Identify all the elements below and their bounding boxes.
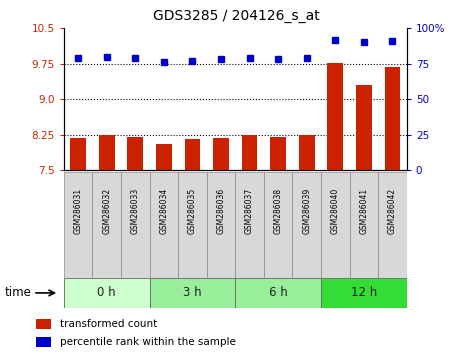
Bar <box>321 278 407 308</box>
Bar <box>70 138 86 170</box>
Text: percentile rank within the sample: percentile rank within the sample <box>60 337 236 347</box>
Bar <box>36 337 51 347</box>
Bar <box>64 278 149 308</box>
Bar <box>99 135 114 170</box>
Bar <box>178 172 207 278</box>
Bar <box>385 67 400 170</box>
Bar <box>235 172 264 278</box>
Bar <box>292 172 321 278</box>
Bar <box>36 319 51 329</box>
Bar <box>213 138 229 170</box>
Bar <box>207 172 236 278</box>
Text: 3 h: 3 h <box>183 286 202 299</box>
Text: GDS3285 / 204126_s_at: GDS3285 / 204126_s_at <box>153 9 320 23</box>
Bar <box>149 278 235 308</box>
Text: GSM286037: GSM286037 <box>245 188 254 234</box>
Text: GSM286035: GSM286035 <box>188 188 197 234</box>
Bar <box>149 172 178 278</box>
Bar <box>121 172 149 278</box>
Bar <box>321 172 350 278</box>
Bar <box>64 172 92 278</box>
Text: 12 h: 12 h <box>351 286 377 299</box>
Text: GSM286033: GSM286033 <box>131 188 140 234</box>
Bar <box>92 172 121 278</box>
Text: GSM286032: GSM286032 <box>102 188 111 234</box>
Bar <box>264 172 292 278</box>
Bar <box>299 135 315 170</box>
Bar <box>184 139 200 170</box>
Text: GSM286036: GSM286036 <box>217 188 226 234</box>
Text: GSM286040: GSM286040 <box>331 188 340 234</box>
Bar <box>127 137 143 170</box>
Bar <box>235 278 321 308</box>
Text: time: time <box>5 286 32 299</box>
Text: transformed count: transformed count <box>60 319 157 329</box>
Text: GSM286034: GSM286034 <box>159 188 168 234</box>
Text: GSM286042: GSM286042 <box>388 188 397 234</box>
Bar <box>327 63 343 170</box>
Bar <box>350 172 378 278</box>
Text: 0 h: 0 h <box>97 286 116 299</box>
Text: GSM286039: GSM286039 <box>302 188 311 234</box>
Bar <box>356 85 372 170</box>
Bar <box>156 144 172 170</box>
Bar <box>378 172 407 278</box>
Bar <box>271 137 286 170</box>
Text: 6 h: 6 h <box>269 286 288 299</box>
Text: GSM286031: GSM286031 <box>74 188 83 234</box>
Bar <box>242 136 257 170</box>
Text: GSM286041: GSM286041 <box>359 188 368 234</box>
Text: GSM286038: GSM286038 <box>274 188 283 234</box>
